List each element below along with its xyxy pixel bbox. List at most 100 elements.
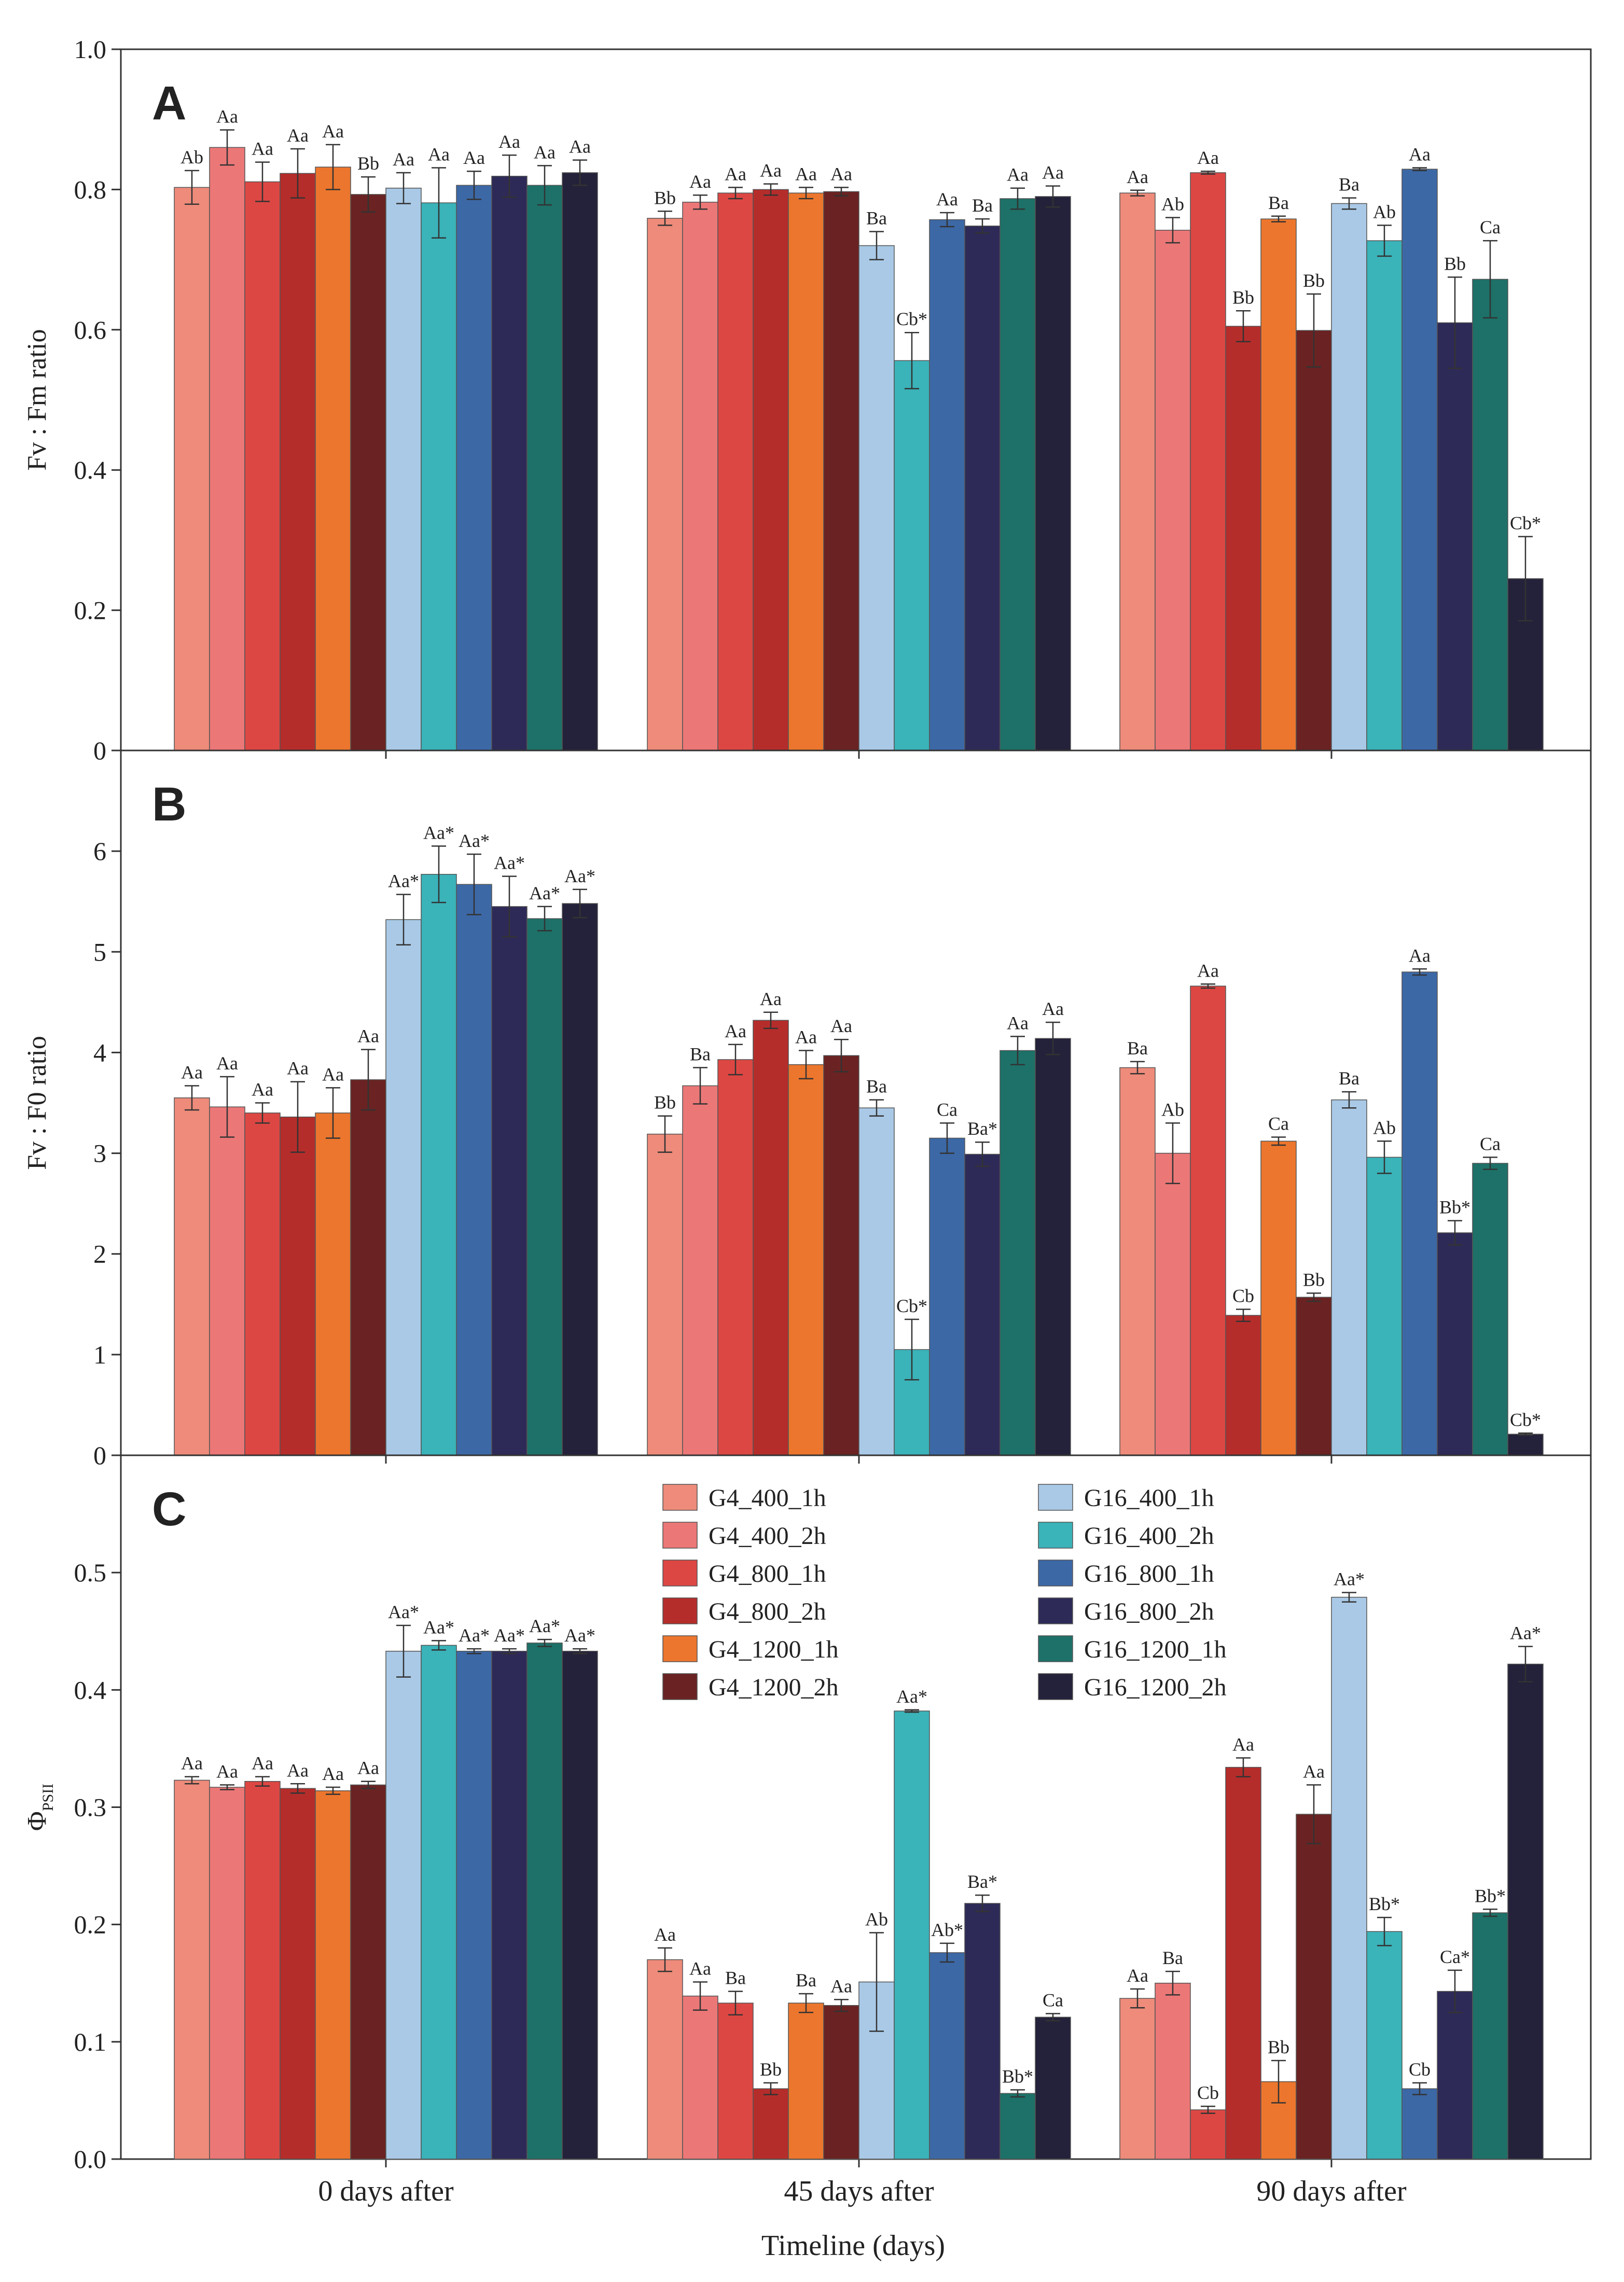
significance-label: Aa [463, 147, 485, 168]
significance-label: Aa* [564, 1625, 595, 1646]
legend-label: G4_1200_2h [709, 1674, 839, 1701]
bar-c-G4_400_1h [174, 1779, 210, 2160]
significance-label: Aa [1042, 162, 1064, 183]
bar-a-G16_400_2h [1366, 240, 1403, 751]
bar-a-G16_400_2h [421, 202, 457, 751]
legend-swatch [1038, 1597, 1073, 1624]
significance-label: Aa [830, 1975, 852, 1996]
significance-label: Aa [428, 144, 450, 164]
bar-a-G4_400_2h [1155, 230, 1191, 751]
significance-label: Ba [690, 1044, 711, 1065]
legend-label: G16_800_2h [1084, 1598, 1214, 1625]
y-tick-label: 0.8 [74, 175, 107, 204]
bar-a-G4_800_1h [717, 192, 754, 751]
significance-label: Ba [725, 1968, 746, 1988]
significance-label: Aa [1127, 166, 1148, 187]
bar-c-G4_800_2h [753, 2088, 789, 2160]
significance-label: Ba [972, 195, 993, 216]
bar-c-G16_1200_1h [526, 1643, 563, 2160]
bar-c-G4_1200_2h [350, 1784, 386, 2160]
bar-b-G4_400_2h [1155, 1152, 1191, 1456]
significance-label: Aa* [494, 1625, 525, 1646]
bar-a-G4_400_1h [174, 187, 210, 751]
category-label: 45 days after [784, 2175, 934, 2207]
significance-label: Aa [393, 149, 414, 170]
significance-label: Aa [322, 121, 344, 142]
bar-a-G16_800_1h [929, 219, 965, 751]
bar-a-G16_800_1h [456, 185, 492, 751]
y-axis-label-subscript: PSII [39, 1784, 57, 1811]
significance-label: Bb [1268, 2037, 1289, 2057]
legend-swatch [662, 1673, 698, 1700]
bar-b-G4_1200_2h [823, 1055, 859, 1456]
y-tick-label: 0.2 [74, 1910, 107, 1939]
significance-label: Bb* [1475, 1885, 1506, 1906]
significance-label: Aa [1409, 945, 1431, 966]
significance-label: Aa [1197, 960, 1219, 981]
significance-label: Aa [357, 1026, 379, 1047]
bar-c-G16_400_1h [1331, 1596, 1367, 2160]
significance-label: Ba [866, 1076, 887, 1097]
significance-label: Aa [1007, 164, 1029, 185]
y-tick-label: 0.5 [74, 1558, 107, 1587]
significance-label: Aa [830, 1015, 852, 1036]
legend-swatch [662, 1484, 698, 1511]
bar-a-G4_1200_1h [315, 166, 351, 751]
bar-b-G16_400_1h [1331, 1099, 1367, 1456]
significance-label: Aa* [564, 866, 595, 886]
bar-b-G4_400_1h [1119, 1067, 1156, 1456]
significance-label: Ba* [967, 1871, 997, 1892]
bar-c-G16_1200_2h [1507, 1663, 1544, 2160]
y-tick-label: 0.4 [74, 455, 107, 484]
bar-a-G4_400_1h [1119, 192, 1156, 751]
significance-label: Aa [569, 136, 591, 157]
bar-b-G16_800_2h [1437, 1232, 1473, 1456]
legend-swatch [662, 1597, 698, 1624]
bar-c-G16_400_1h [385, 1650, 422, 2160]
bar-c-G16_800_1h [929, 1952, 965, 2160]
significance-label: Ca [1043, 1990, 1063, 2011]
bar-b-G16_1200_2h [1507, 1434, 1544, 1456]
significance-label: Ba [796, 1970, 816, 1991]
bar-c-G16_800_2h [491, 1650, 528, 2160]
significance-label: Ab [1161, 1099, 1184, 1120]
significance-label: Cb [1197, 2082, 1219, 2103]
legend-label: G4_800_2h [709, 1598, 826, 1625]
bar-b-G16_800_1h [929, 1137, 965, 1456]
bar-b-G4_1200_1h [788, 1064, 824, 1456]
legend-label: G16_1200_1h [1084, 1636, 1227, 1663]
y-tick-label: 5 [93, 937, 106, 966]
significance-label: Ba [1339, 174, 1359, 195]
significance-label: Aa* [1510, 1623, 1541, 1644]
significance-label: Ab* [931, 1919, 963, 1940]
legend-swatch [1038, 1635, 1073, 1662]
bar-c-G16_1200_2h [1035, 2016, 1071, 2160]
y-tick-label: 0.3 [74, 1793, 107, 1822]
significance-label: Aa [216, 106, 238, 127]
bar-b-G16_400_2h [421, 874, 457, 1456]
significance-label: Aa [287, 1760, 309, 1780]
significance-label: Aa [216, 1761, 238, 1782]
bar-b-G4_1200_2h [1296, 1297, 1332, 1456]
significance-label: Bb [654, 1092, 676, 1113]
y-tick-label: 0.0 [74, 2145, 107, 2174]
significance-label: Bb [1444, 253, 1466, 274]
bar-b-G4_400_2h [209, 1106, 245, 1456]
legend: G4_400_1h G4_400_2h G4_800_1h G4_800_2h G4_1… [662, 1484, 1227, 1701]
significance-label: Aa [287, 125, 309, 146]
significance-label: Ca [1480, 217, 1501, 238]
significance-label: Ca [937, 1099, 957, 1120]
bar-c-G4_800_1h [1190, 2109, 1226, 2160]
significance-label: Ba [1127, 1038, 1148, 1059]
bar-b-G16_1200_1h [1000, 1050, 1036, 1456]
bar-b-G4_800_1h [244, 1112, 281, 1456]
significance-label: Aa [1197, 147, 1219, 168]
bar-c-G16_800_1h [1401, 2088, 1438, 2160]
panel-a: A 0 0.2 0.4 0.6 0.8 1.0 Fv : Fm ratio Ab Aa Aa Aa Aa… [22, 35, 1592, 765]
y-tick-label: 1.0 [74, 35, 107, 64]
bar-c-G4_800_2h [280, 1788, 316, 2160]
bar-b-G16_800_2h [491, 906, 528, 1456]
significance-label: Aa [725, 1021, 746, 1041]
